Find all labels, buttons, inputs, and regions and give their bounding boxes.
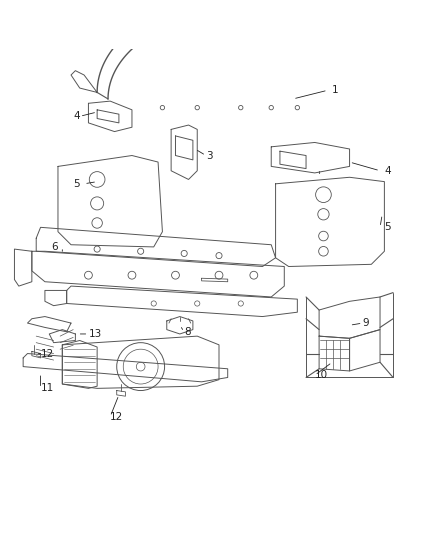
Text: 13: 13 xyxy=(88,329,102,339)
Text: 5: 5 xyxy=(385,222,391,232)
Text: 4: 4 xyxy=(73,111,80,122)
Text: 11: 11 xyxy=(41,383,54,393)
Text: 5: 5 xyxy=(73,179,80,189)
Text: 12: 12 xyxy=(110,411,124,422)
Text: 9: 9 xyxy=(363,318,369,328)
Text: 12: 12 xyxy=(41,349,54,359)
Text: 3: 3 xyxy=(206,150,212,160)
Text: 1: 1 xyxy=(332,85,339,95)
Text: 4: 4 xyxy=(385,166,391,176)
Text: 8: 8 xyxy=(184,327,191,337)
Text: 10: 10 xyxy=(315,370,328,381)
Text: 6: 6 xyxy=(51,242,58,252)
